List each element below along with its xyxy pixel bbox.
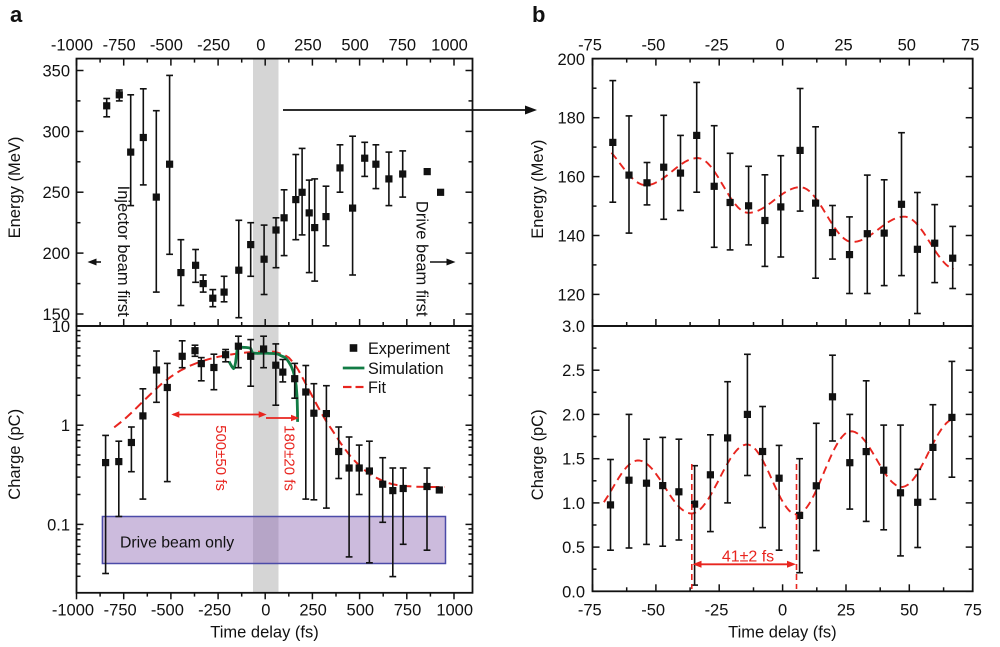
- svg-text:-750: -750: [104, 601, 137, 619]
- svg-text:41±2 fs: 41±2 fs: [722, 549, 774, 566]
- svg-text:Simulation: Simulation: [368, 360, 444, 378]
- svg-text:10: 10: [52, 318, 70, 336]
- svg-text:-25: -25: [705, 37, 729, 55]
- svg-text:250: 250: [299, 601, 327, 619]
- svg-text:-750: -750: [103, 37, 136, 55]
- svg-text:250: 250: [42, 184, 70, 202]
- svg-text:Time delay (fs): Time delay (fs): [210, 624, 319, 642]
- svg-text:0: 0: [256, 37, 265, 55]
- svg-text:Charge (pC): Charge (pC): [529, 409, 547, 500]
- svg-text:Experiment: Experiment: [368, 340, 450, 358]
- svg-text:1.5: 1.5: [562, 451, 585, 469]
- svg-text:-50: -50: [641, 601, 665, 619]
- svg-text:0.0: 0.0: [562, 583, 585, 601]
- svg-text:3.0: 3.0: [562, 318, 585, 336]
- svg-text:-250: -250: [198, 601, 231, 619]
- svg-text:-75: -75: [578, 37, 602, 55]
- svg-text:75: 75: [961, 37, 979, 55]
- svg-text:50: 50: [900, 601, 918, 619]
- svg-text:500±50 fs: 500±50 fs: [212, 425, 229, 491]
- svg-text:-75: -75: [578, 601, 602, 619]
- svg-text:1.0: 1.0: [562, 495, 585, 513]
- svg-text:200: 200: [557, 51, 585, 69]
- svg-text:200: 200: [42, 245, 70, 263]
- svg-text:350: 350: [42, 63, 70, 81]
- svg-text:-500: -500: [150, 37, 183, 55]
- svg-text:120: 120: [557, 286, 585, 304]
- svg-text:-1000: -1000: [51, 37, 93, 55]
- svg-text:1000: 1000: [436, 601, 473, 619]
- svg-text:1: 1: [61, 417, 70, 435]
- svg-text:140: 140: [557, 228, 585, 246]
- svg-text:300: 300: [42, 123, 70, 141]
- svg-text:a: a: [10, 2, 23, 27]
- svg-text:Fit: Fit: [368, 379, 386, 397]
- svg-text:-50: -50: [641, 37, 665, 55]
- svg-text:Drive beam first: Drive beam first: [413, 201, 431, 317]
- svg-text:-500: -500: [151, 601, 184, 619]
- svg-text:Energy (MeV): Energy (MeV): [6, 137, 24, 239]
- svg-text:Charge (pC): Charge (pC): [6, 409, 24, 500]
- svg-text:25: 25: [834, 37, 852, 55]
- svg-text:1000: 1000: [431, 37, 468, 55]
- svg-text:500: 500: [347, 601, 375, 619]
- svg-text:Time delay (fs): Time delay (fs): [728, 624, 837, 642]
- svg-text:750: 750: [389, 37, 417, 55]
- svg-text:0.5: 0.5: [562, 539, 585, 557]
- svg-text:Energy (Mev): Energy (Mev): [529, 140, 547, 239]
- svg-text:Injector beam first: Injector beam first: [114, 186, 132, 318]
- svg-text:150: 150: [42, 306, 70, 324]
- svg-text:25: 25: [837, 601, 855, 619]
- svg-text:0: 0: [776, 37, 785, 55]
- svg-text:-25: -25: [705, 601, 729, 619]
- svg-text:180±20 fs: 180±20 fs: [280, 425, 297, 491]
- svg-text:75: 75: [964, 601, 982, 619]
- svg-text:750: 750: [394, 601, 422, 619]
- svg-text:2.5: 2.5: [562, 362, 585, 380]
- svg-text:-250: -250: [197, 37, 230, 55]
- svg-text:500: 500: [341, 37, 369, 55]
- svg-text:0: 0: [261, 601, 270, 619]
- svg-text:-1000: -1000: [52, 601, 94, 619]
- svg-text:50: 50: [898, 37, 916, 55]
- svg-text:2.0: 2.0: [562, 406, 585, 424]
- svg-text:0.1: 0.1: [47, 516, 70, 534]
- svg-text:160: 160: [557, 169, 585, 187]
- svg-text:Drive beam only: Drive beam only: [120, 535, 234, 552]
- svg-text:0: 0: [778, 601, 787, 619]
- svg-text:180: 180: [557, 110, 585, 128]
- svg-text:250: 250: [294, 37, 322, 55]
- svg-text:b: b: [532, 2, 545, 27]
